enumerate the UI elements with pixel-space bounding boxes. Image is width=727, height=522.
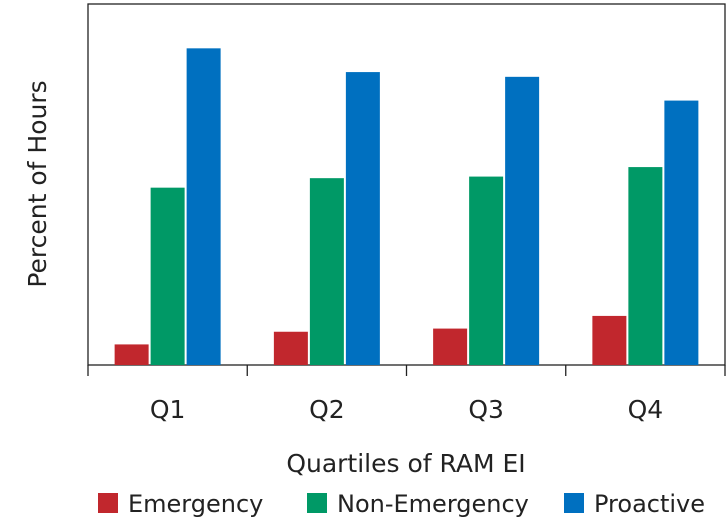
legend-label-proactive: Proactive <box>594 490 705 518</box>
bar-emergency-q3 <box>433 328 468 365</box>
legend-swatch-emergency <box>98 493 118 513</box>
bar-emergency-q2 <box>273 331 308 365</box>
x-tick-label-q1: Q1 <box>150 395 186 424</box>
legend-label-non-emergency: Non-Emergency <box>337 490 529 518</box>
x-axis-title: Quartiles of RAM EI <box>286 449 525 478</box>
legend-swatch-proactive <box>564 493 584 513</box>
x-tick-label-q2: Q2 <box>309 395 345 424</box>
legend-swatch-non-emergency <box>307 493 327 513</box>
y-axis-title: Percent of Hours <box>23 80 52 287</box>
legend: Emergency Non-Emergency Proactive <box>98 490 705 518</box>
legend-label-emergency: Emergency <box>128 490 263 518</box>
bar-proactive-q4 <box>664 100 699 365</box>
bar-non-emergency-q3 <box>469 176 504 365</box>
bars-group <box>114 48 699 365</box>
bar-proactive-q3 <box>505 76 540 365</box>
x-tick-label-q3: Q3 <box>468 395 504 424</box>
x-tick-label-q4: Q4 <box>628 395 664 424</box>
bar-proactive-q2 <box>345 72 380 365</box>
bar-non-emergency-q4 <box>628 167 663 365</box>
x-ticks-group: Q1 Q2 Q3 Q4 <box>87 365 726 424</box>
bar-proactive-q1 <box>186 48 221 365</box>
bar-emergency-q4 <box>592 315 627 365</box>
bar-non-emergency-q2 <box>309 178 344 365</box>
bar-emergency-q1 <box>114 344 149 365</box>
bar-non-emergency-q1 <box>150 187 185 365</box>
